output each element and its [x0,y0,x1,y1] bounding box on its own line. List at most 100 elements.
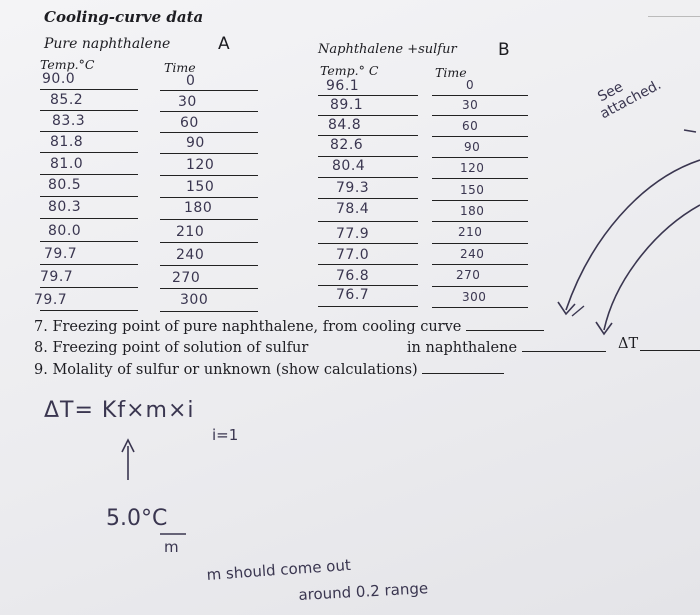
question-7-text: 7. Freezing point of pure naphthalene, f… [34,319,462,335]
delta-t-label: ΔT [618,336,639,352]
table-b-temp-cell: 96.1 [326,78,360,94]
table-b-time-cell: 90 [464,140,481,154]
part-a-heading: Pure naphthalene [44,36,171,52]
part-b-letter: B [498,40,510,60]
table-b-time-cell: 120 [460,161,485,175]
table-a-temp-cell: 79.7 [44,246,78,262]
table-b-temp-cell: 77.0 [336,247,370,263]
table-b-rule [432,307,528,308]
question-8: 8. Freezing point of solution of sulfur … [34,337,606,356]
table-b-rule [318,221,418,222]
question-8-text-suffix: in naphthalene [406,340,518,356]
table-a-rule [40,264,138,265]
table-b-rule [432,243,528,244]
table-b-rule [318,243,418,244]
table-a-temp-cell: 81.8 [50,134,84,150]
table-a-rule [40,287,138,288]
table-a-temp-cell: 90.0 [42,71,76,87]
table-a-rule [40,310,138,311]
table-b-temp-cell: 80.4 [332,158,366,174]
table-b-rule [432,95,528,96]
table-b-time-cell: 210 [458,225,483,239]
table-b-rule [432,178,528,179]
part-a-letter: A [218,34,230,54]
table-a-time-cell: 180 [184,200,213,216]
table-b-rule [432,157,528,158]
kf-unit: m [164,538,179,556]
part-a-time-label: Time [164,60,196,75]
table-a-temp-cell: 79.7 [34,292,68,308]
table-a-time-cell: 30 [178,94,197,110]
part-b-heading: Naphthalene +sulfur [318,42,457,57]
formula-delta-t: ΔT= Kf×m×i [44,398,195,423]
table-b-rule [318,115,418,116]
table-a-temp-cell: 81.0 [50,156,84,172]
table-a-rule [40,196,138,197]
table-a-rule [160,153,258,154]
delta-t-answer-blank[interactable] [640,350,700,351]
table-b-time-cell: 240 [460,247,485,261]
curved-arrow-to-delta [603,204,700,331]
table-b-time-cell: 180 [460,204,485,218]
table-a-temp-cell: 85.2 [50,92,84,108]
table-a-rule [160,197,258,198]
table-b-time-cell: 300 [462,290,487,304]
note-line-1: m should come out [206,555,352,584]
table-b-time-cell: 270 [456,268,481,282]
table-b-rule [432,264,528,265]
table-a-temp-cell: 79.7 [40,269,74,285]
table-b-rule [432,200,528,201]
curved-arrow-head-delta [595,321,613,336]
table-a-time-cell: 210 [176,224,205,240]
table-b-temp-cell: 89.1 [330,97,364,113]
table-b-rule [432,136,528,137]
page-title: Cooling-curve data [44,8,204,26]
question-8-answer-blank[interactable] [521,337,606,352]
table-a-time-cell: 270 [172,270,201,286]
curved-arrow-to-q7 [565,159,700,311]
table-a-temp-cell: 80.5 [48,177,82,193]
table-a-rule [160,219,258,220]
table-a-time-cell: 0 [186,73,196,89]
table-a-rule [160,265,258,266]
table-a-time-cell: 120 [186,157,215,173]
question-7-answer-blank[interactable] [466,316,544,331]
table-b-rule [318,177,418,178]
table-b-rule [318,285,418,286]
van-t-hoff-factor: i=1 [212,426,239,444]
table-a-rule [160,132,258,133]
table-b-time-cell: 150 [460,183,485,197]
table-b-temp-cell: 82.6 [330,137,364,153]
table-b-rule [318,198,418,199]
question-9-answer-blank[interactable] [422,359,505,374]
curved-arrow-head-q7 [557,301,576,316]
table-a-time-cell: 300 [180,292,209,308]
top-right-tick [683,129,697,133]
kf-value: 5.0°C [106,506,168,531]
table-b-temp-cell: 77.9 [336,226,370,242]
table-a-rule [40,241,138,242]
table-a-time-cell: 150 [186,179,215,195]
table-a-time-cell: 90 [186,135,205,151]
table-a-rule [160,311,258,312]
table-b-rule [432,286,528,287]
table-a-rule [40,152,138,153]
table-a-rule [160,242,258,243]
table-b-rule [432,221,528,222]
top-right-rule [648,16,700,17]
tick-mark [571,305,585,317]
table-a-rule [40,131,138,132]
table-a-temp-cell: 80.3 [48,199,82,215]
question-9: 9. Molality of sulfur or unknown (show c… [34,359,505,378]
part-b-temp-label: Temp.° C [320,63,379,78]
table-b-rule [432,115,528,116]
question-8-text: 8. Freezing point of solution of sulfur [34,340,309,356]
table-a-temp-cell: 83.3 [52,113,86,129]
table-a-rule [40,89,138,90]
table-a-rule [160,90,258,91]
table-a-rule [160,111,258,112]
table-b-rule [318,264,418,265]
table-b-time-cell: 0 [466,78,475,92]
table-a-rule [160,175,258,176]
table-b-temp-cell: 76.7 [336,287,370,303]
